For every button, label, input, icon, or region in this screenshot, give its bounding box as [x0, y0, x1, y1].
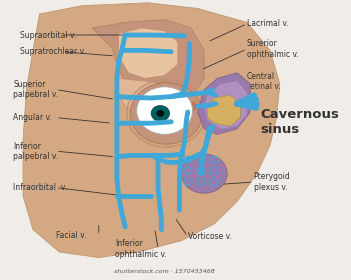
- Text: shutterstock.com · 1570453468: shutterstock.com · 1570453468: [114, 269, 215, 274]
- Polygon shape: [119, 78, 178, 118]
- Text: Pterygoid
plexus v.: Pterygoid plexus v.: [253, 172, 290, 192]
- Text: Central
retinal v.: Central retinal v.: [247, 71, 280, 91]
- Text: Supratrochlear v.: Supratrochlear v.: [20, 47, 86, 56]
- Ellipse shape: [130, 83, 203, 144]
- Text: Surerior
ophthalmic v.: Surerior ophthalmic v.: [247, 39, 299, 59]
- Circle shape: [137, 87, 193, 134]
- Text: Facial v.: Facial v.: [56, 231, 86, 240]
- Circle shape: [151, 106, 170, 121]
- Text: Superior
palpebral v.: Superior palpebral v.: [13, 80, 58, 99]
- Polygon shape: [198, 73, 250, 134]
- Circle shape: [157, 110, 164, 117]
- Ellipse shape: [178, 101, 198, 112]
- Polygon shape: [119, 28, 178, 78]
- Text: Angular v.: Angular v.: [13, 113, 52, 122]
- Polygon shape: [23, 3, 280, 258]
- Text: Lacrimal v.: Lacrimal v.: [247, 19, 289, 28]
- Text: Infraorbital  v.: Infraorbital v.: [13, 183, 67, 192]
- Text: Inferior
ophthalmic v.: Inferior ophthalmic v.: [115, 239, 167, 259]
- Text: Vorticose v.: Vorticose v.: [188, 232, 232, 241]
- Polygon shape: [204, 81, 247, 129]
- Text: Cavernous
sinus: Cavernous sinus: [260, 108, 339, 136]
- Polygon shape: [92, 20, 204, 106]
- Ellipse shape: [181, 154, 227, 193]
- Text: Supraorbital v.: Supraorbital v.: [20, 31, 76, 39]
- Polygon shape: [207, 95, 240, 126]
- Text: Inferior
palpebral v.: Inferior palpebral v.: [13, 141, 58, 161]
